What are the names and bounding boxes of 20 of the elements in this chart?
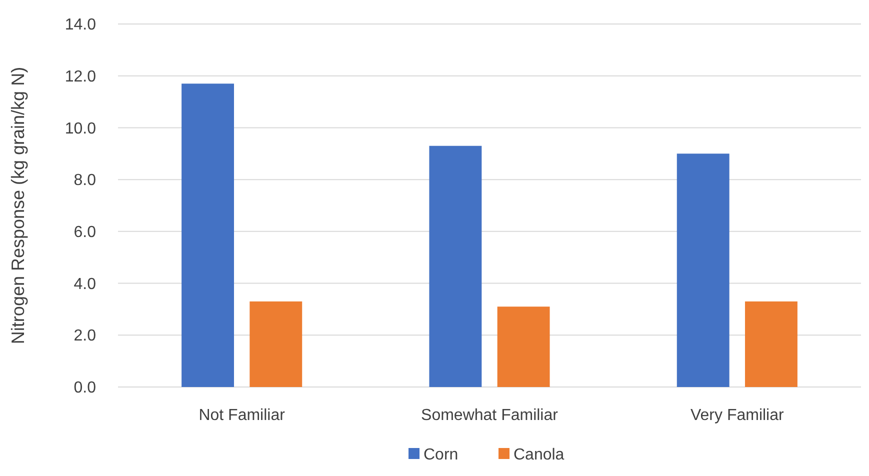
y-tick-label: 4.0 — [74, 276, 96, 293]
bar — [182, 84, 234, 387]
y-axis-title: Nitrogen Response (kg grain/kg N) — [8, 66, 28, 344]
legend-label: Corn — [424, 446, 458, 464]
bar — [250, 301, 302, 387]
y-tick-label: 6.0 — [74, 224, 96, 242]
bar — [676, 154, 730, 387]
y-tick-label: 2.0 — [74, 328, 96, 345]
legend-label: Canola — [514, 446, 564, 464]
x-tick-label: Very Familiar — [690, 407, 785, 424]
y-tick-label: 10.0 — [64, 120, 96, 138]
bar — [497, 306, 550, 387]
bar — [745, 301, 798, 387]
bar — [429, 146, 482, 387]
y-tick-label: 0.0 — [74, 380, 96, 397]
y-tick-label: 8.0 — [74, 172, 96, 190]
y-tick-label: 12.0 — [64, 68, 96, 86]
y-tick-label: 14.0 — [64, 16, 96, 34]
x-tick-label: Not Familiar — [198, 407, 286, 424]
x-tick-label: Somewhat Familiar — [421, 407, 559, 424]
